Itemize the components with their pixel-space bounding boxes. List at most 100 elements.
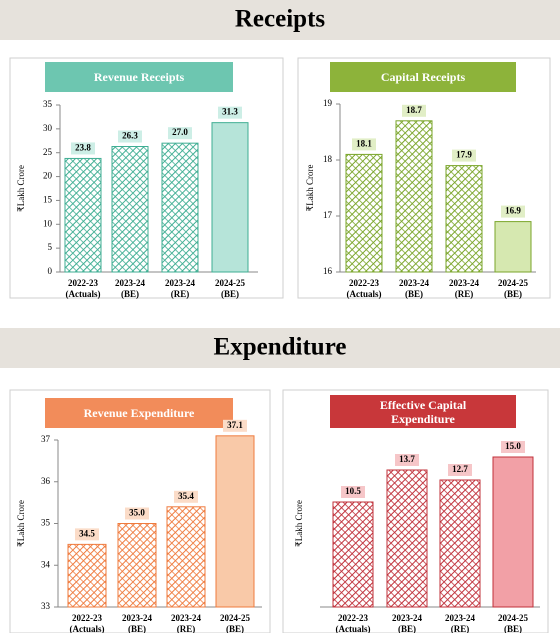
data-label-box [71, 142, 95, 155]
chart-title: Capital Receipts [380, 70, 466, 84]
chart-title: Revenue Receipts [93, 70, 185, 84]
bar [332, 501, 374, 608]
y-tick-label: 34 [41, 559, 51, 569]
chart-title: Revenue Expenditure [83, 406, 195, 420]
y-axis-label: ₹Lakh Crore [294, 500, 304, 547]
bar [64, 157, 102, 273]
x-tick-label: 2023-24 [392, 613, 422, 623]
data-label: 12.7 [452, 464, 468, 474]
y-tick-label: 36 [41, 476, 51, 486]
x-tick-label: (BE) [121, 289, 139, 299]
x-tick-label: 2023-24 [399, 278, 429, 288]
y-tick-label: 19 [323, 98, 333, 108]
bar [386, 469, 428, 608]
x-tick-label: (Actuals) [336, 624, 371, 633]
bar [215, 435, 255, 608]
data-label: 37.1 [227, 420, 243, 430]
x-tick-label: (RE) [455, 289, 474, 299]
y-tick-label: 20 [43, 171, 53, 181]
y-tick-label: 10 [43, 218, 53, 228]
x-tick-label: (BE) [504, 624, 522, 633]
data-label-box [125, 507, 149, 520]
data-label: 34.5 [79, 528, 95, 538]
y-tick-label: 33 [41, 601, 51, 611]
x-tick-label: (Actuals) [347, 289, 382, 299]
x-tick-label: (BE) [398, 624, 416, 633]
data-label-box [218, 106, 242, 119]
x-tick-label: 2023-24 [115, 278, 145, 288]
bar [161, 142, 199, 273]
x-tick-label: 2022-23 [68, 278, 98, 288]
x-tick-label: 2024-25 [220, 613, 250, 623]
bar [117, 523, 157, 608]
y-tick-label: 30 [43, 123, 53, 133]
data-label: 35.4 [178, 491, 194, 501]
data-label: 18.7 [406, 105, 422, 115]
bar [211, 122, 249, 273]
x-tick-label: 2022-23 [349, 278, 379, 288]
x-tick-label: (RE) [171, 289, 190, 299]
y-axis-label: ₹Lakh Crore [16, 500, 26, 547]
x-tick-label: (BE) [221, 289, 239, 299]
y-axis-label: ₹Lakh Crore [16, 165, 26, 212]
section-band [0, 0, 560, 40]
data-label-box [452, 149, 476, 162]
x-tick-label: 2024-25 [498, 613, 528, 623]
data-label-box [118, 130, 142, 143]
chart-title-box [330, 62, 516, 92]
y-tick-label: 37 [41, 434, 51, 444]
x-tick-label: (BE) [405, 289, 423, 299]
data-label: 13.7 [399, 454, 415, 464]
data-label: 10.5 [345, 486, 361, 496]
x-tick-label: 2023-24 [445, 613, 475, 623]
data-label: 18.1 [356, 138, 372, 148]
section-title: Expenditure [214, 334, 347, 361]
bar [166, 506, 206, 608]
chart-title: Effective Capital Expenditure [379, 397, 467, 426]
y-tick-label: 35 [41, 518, 51, 528]
data-label-box [501, 441, 525, 453]
data-label-box [75, 528, 99, 541]
x-tick-label: (RE) [451, 624, 470, 633]
data-label: 31.3 [222, 107, 238, 117]
bar [439, 479, 481, 608]
x-tick-label: (BE) [504, 289, 522, 299]
data-label: 23.8 [75, 143, 91, 153]
data-label: 15.0 [505, 441, 521, 451]
data-label-box [168, 127, 192, 140]
y-tick-label: 18 [323, 154, 333, 164]
x-tick-label: (RE) [177, 624, 196, 633]
x-tick-label: 2022-23 [72, 613, 102, 623]
y-tick-label: 16 [323, 266, 333, 276]
x-tick-label: 2023-24 [122, 613, 152, 623]
bar [111, 146, 149, 273]
bar [492, 456, 534, 608]
y-axis-label: ₹Lakh Crore [305, 165, 315, 212]
y-tick-label: 35 [43, 99, 53, 109]
y-tick-label: 0 [48, 266, 53, 276]
data-label-box [352, 138, 376, 151]
x-tick-label: 2024-25 [498, 278, 528, 288]
data-label-box [501, 205, 525, 218]
chart-title-box [45, 398, 233, 428]
x-tick-label: 2024-25 [215, 278, 245, 288]
chart-title-box [330, 395, 516, 428]
y-tick-label: 25 [43, 147, 53, 157]
data-label: 27.0 [172, 127, 188, 137]
data-label: 26.3 [122, 131, 138, 141]
bar [67, 543, 107, 608]
data-label-box [395, 454, 419, 466]
data-label-box [174, 490, 198, 503]
x-tick-label: (Actuals) [66, 289, 101, 299]
data-label: 35.0 [129, 508, 145, 518]
y-tick-label: 5 [48, 242, 53, 252]
y-tick-label: 15 [43, 194, 53, 204]
x-tick-label: 2023-24 [171, 613, 201, 623]
section-title: Receipts [235, 6, 326, 33]
data-label: 16.9 [505, 206, 521, 216]
x-tick-label: (BE) [128, 624, 146, 633]
data-label-box [448, 464, 472, 476]
data-label: 17.9 [456, 150, 472, 160]
